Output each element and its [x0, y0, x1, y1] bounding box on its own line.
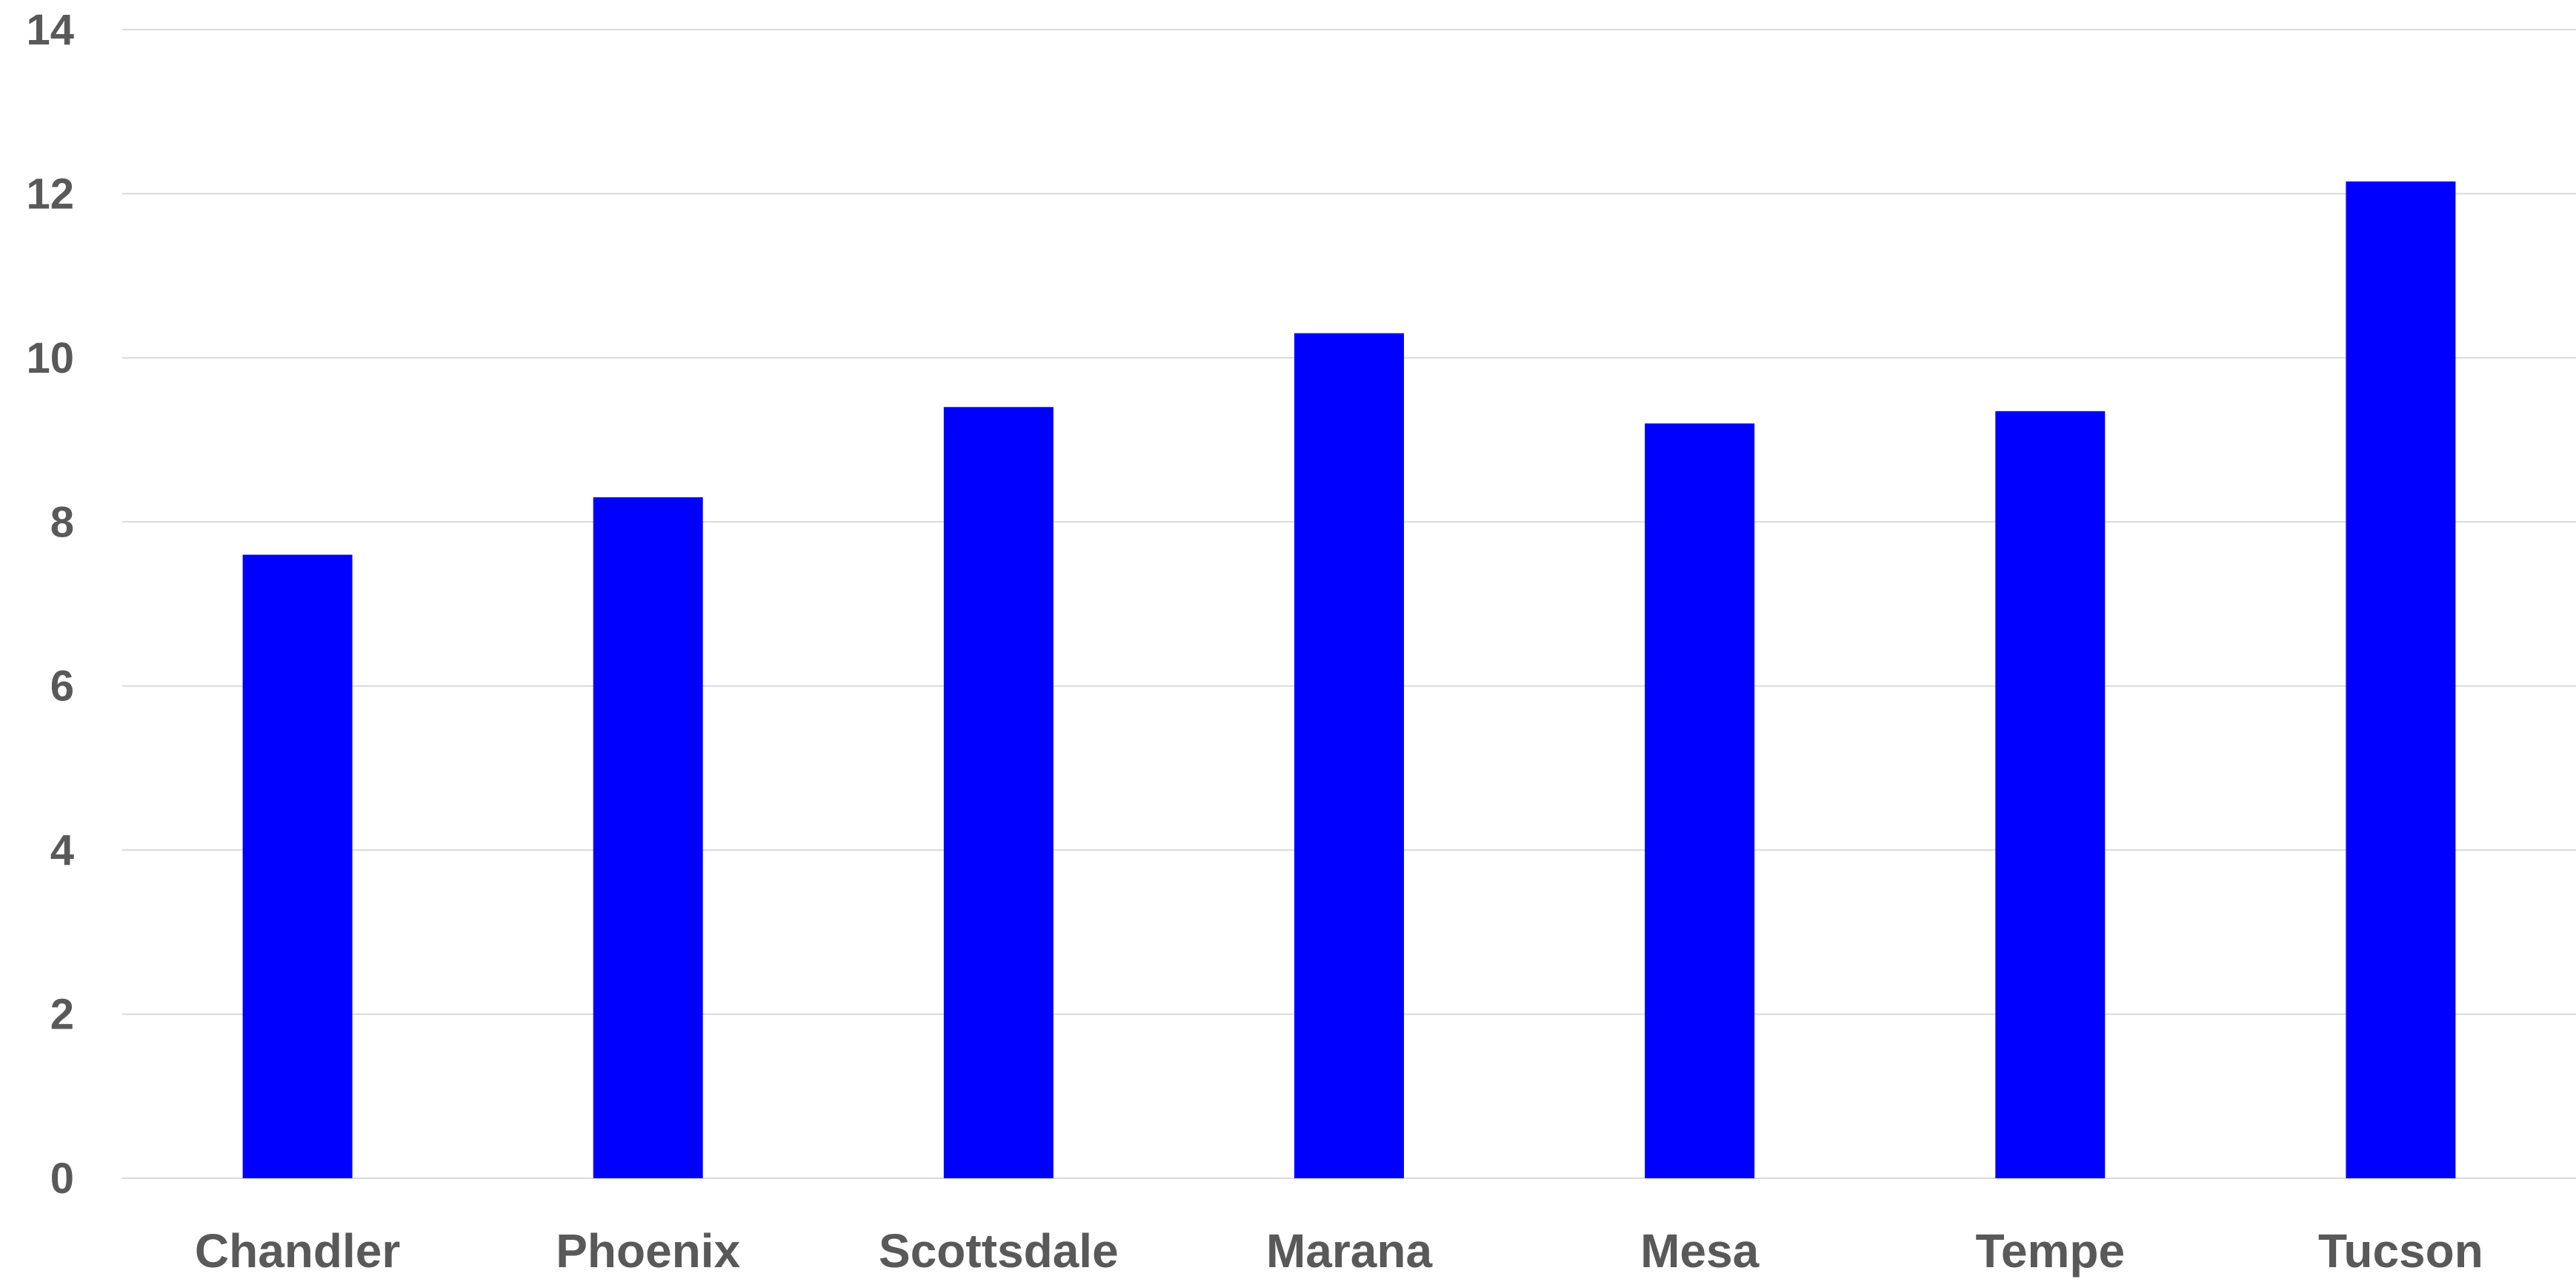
- x-axis-category-labels: Chandler Phoenix Scottsdale Marana Mesa Tempe…: [195, 1224, 2483, 1278]
- x-category-label: Phoenix: [556, 1224, 740, 1278]
- y-tick-label: 10: [26, 334, 74, 382]
- bar-scottsdale: [943, 407, 1054, 1179]
- y-tick-label: 4: [50, 826, 74, 874]
- y-tick-label: 6: [50, 662, 74, 711]
- x-category-label: Tempe: [1976, 1224, 2126, 1278]
- x-category-label: Scottsdale: [879, 1224, 1119, 1278]
- x-category-label: Chandler: [195, 1224, 400, 1278]
- y-tick-label: 0: [50, 1155, 74, 1203]
- y-tick-label: 14: [26, 6, 74, 54]
- y-axis-tick-labels: 0 2 4 6 8 10 12 14: [26, 6, 74, 1203]
- x-category-label: Tucson: [2318, 1224, 2483, 1278]
- bar-mesa: [1645, 423, 1755, 1178]
- y-tick-label: 2: [50, 991, 74, 1039]
- bar-tempe: [1995, 411, 2106, 1178]
- bar-tucson: [2346, 181, 2456, 1179]
- bar-phoenix: [593, 497, 703, 1178]
- x-category-label: Marana: [1266, 1224, 1433, 1278]
- bar-marana: [1294, 333, 1404, 1179]
- y-tick-label: 8: [50, 498, 74, 546]
- bars: [242, 181, 2456, 1179]
- bar-chandler: [242, 554, 353, 1178]
- x-category-label: Mesa: [1640, 1224, 1760, 1278]
- y-tick-label: 12: [26, 170, 74, 218]
